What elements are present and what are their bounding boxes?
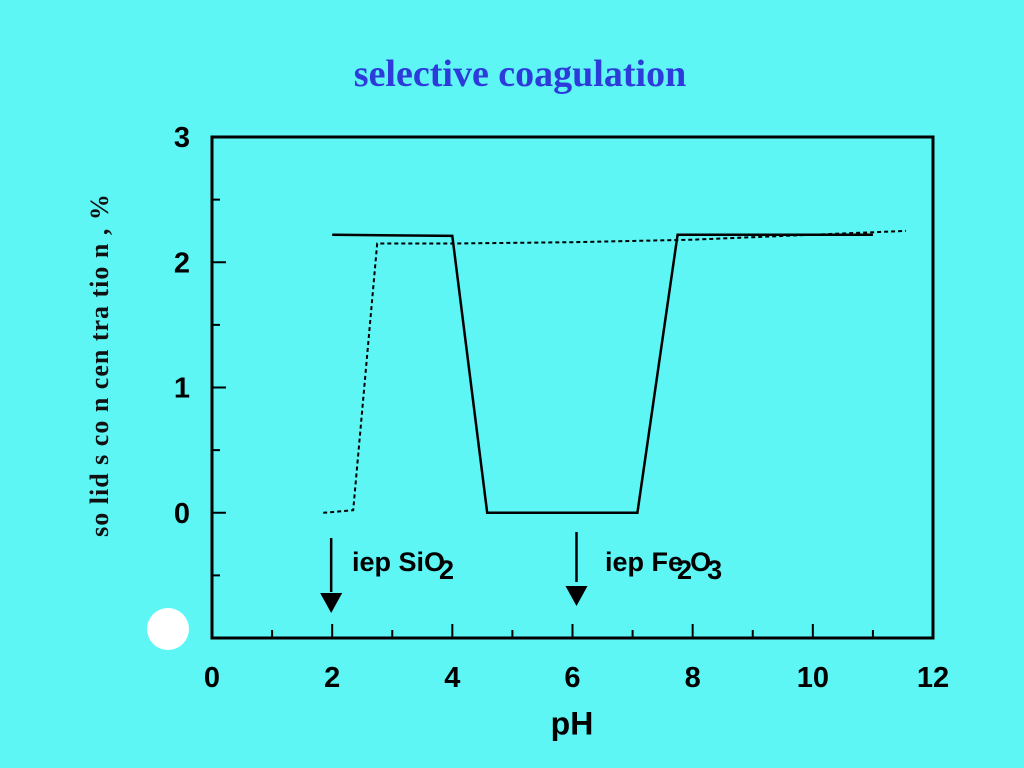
iep-label-subscript: 2 — [677, 555, 692, 585]
iep-label-subscript: 2 — [439, 555, 454, 585]
chart-title: selective coagulation — [353, 53, 687, 95]
x-tick-label: 4 — [444, 662, 460, 694]
iep-label-part2: O — [690, 547, 711, 577]
x-tick-label: 2 — [324, 662, 340, 694]
plot-frame — [210, 135, 935, 640]
series-line-dotted — [323, 229, 907, 514]
iep-label: iep Fe — [605, 547, 683, 577]
y-tick-label: 3 — [174, 122, 190, 154]
y-tick-label: 2 — [174, 247, 190, 279]
series-line-solid — [332, 233, 873, 515]
iep-arrow-head — [565, 586, 588, 606]
y-tick-label: 0 — [174, 498, 190, 530]
x-axis-label: pH — [550, 705, 594, 742]
iep-label-subscript2: 3 — [707, 555, 722, 585]
x-tick-label: 12 — [917, 662, 949, 694]
y-tick-label: 1 — [174, 373, 190, 405]
iep-arrow-head — [320, 593, 343, 613]
x-tick-label: 6 — [564, 662, 580, 694]
x-tick-label: 8 — [685, 662, 701, 694]
slide-marker-dot — [147, 608, 189, 650]
iep-label: iep SiO — [352, 547, 445, 577]
x-tick-label: 10 — [797, 662, 829, 694]
x-tick-label: 0 — [204, 662, 220, 694]
